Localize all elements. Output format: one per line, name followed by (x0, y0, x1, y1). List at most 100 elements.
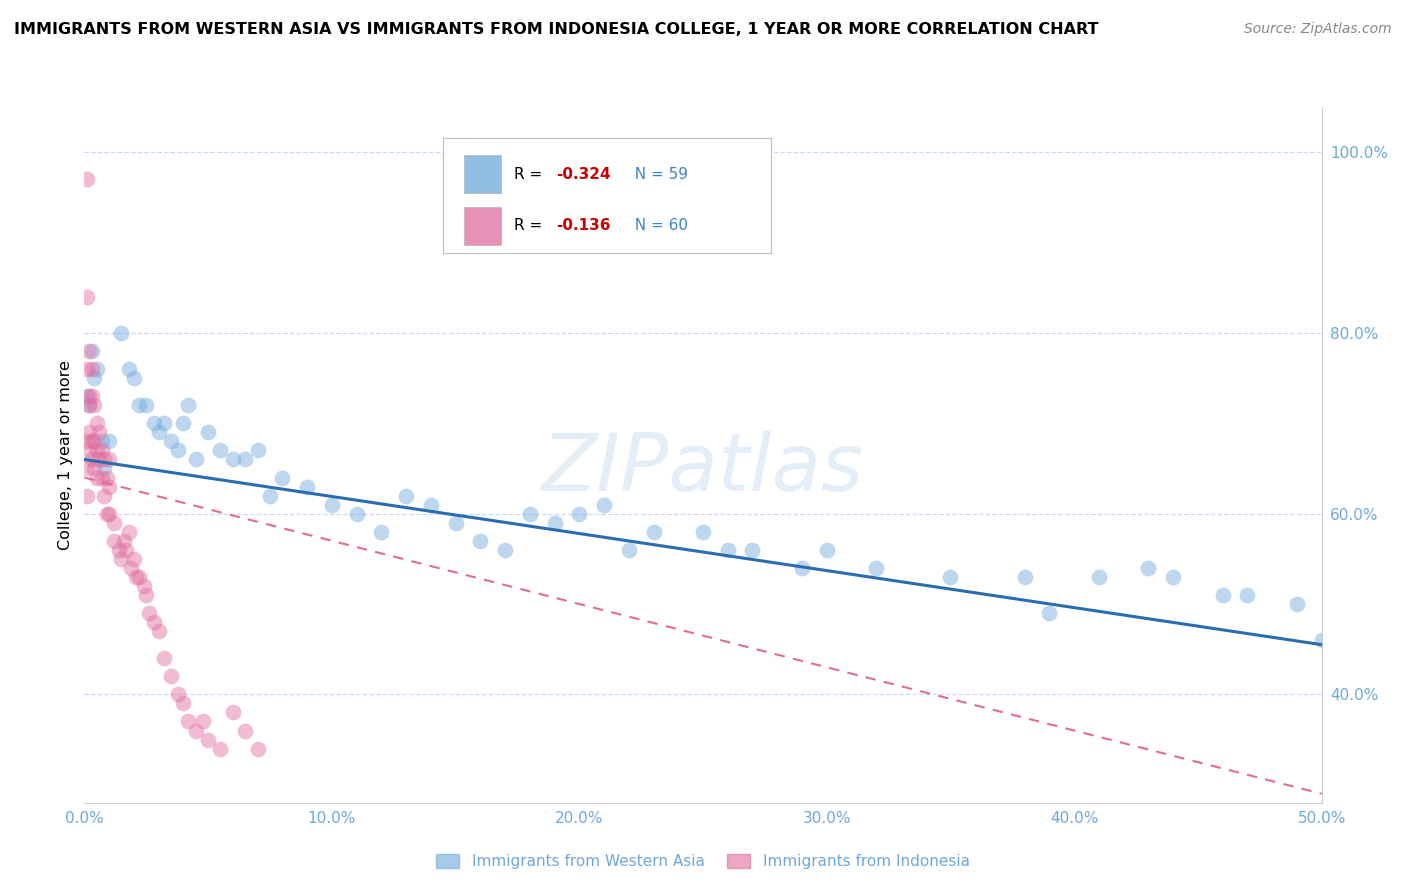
Point (259, 489, 281, 503)
Point (76, 489, 98, 503)
Point (790, 561, 813, 575)
Point (184, 452, 207, 467)
Point (90, 434, 112, 449)
Point (76, 434, 98, 449)
Point (80, 452, 103, 467)
Text: R =: R = (513, 167, 547, 182)
Point (370, 524, 392, 539)
Point (815, 542, 838, 557)
Text: N = 59: N = 59 (626, 167, 688, 182)
Point (321, 498, 343, 512)
Point (172, 697, 194, 711)
Point (90, 470, 112, 484)
Point (86, 443, 108, 458)
Point (89, 425, 111, 440)
Point (110, 551, 132, 566)
Point (167, 443, 190, 458)
Point (470, 533, 492, 548)
Point (177, 714, 200, 729)
Point (83, 371, 105, 385)
Point (1310, 633, 1333, 648)
Point (135, 398, 157, 412)
Point (184, 723, 207, 738)
Point (865, 561, 887, 575)
Point (112, 533, 135, 548)
Point (93, 461, 115, 475)
Point (1236, 588, 1258, 602)
Point (80, 362, 103, 376)
Point (643, 524, 665, 539)
Point (125, 570, 148, 584)
FancyBboxPatch shape (443, 138, 770, 253)
Point (717, 542, 740, 557)
Point (80, 434, 103, 449)
Legend: Immigrants from Western Asia, Immigrants from Indonesia: Immigrants from Western Asia, Immigrants… (430, 848, 976, 875)
Point (233, 452, 256, 467)
Point (142, 615, 165, 629)
Point (118, 524, 141, 539)
Point (177, 398, 200, 412)
Point (152, 417, 174, 431)
Point (128, 398, 150, 412)
Point (1088, 570, 1111, 584)
Point (543, 516, 565, 530)
Point (90, 443, 112, 458)
Point (79, 344, 101, 359)
Point (197, 732, 219, 747)
Point (120, 561, 142, 575)
Point (86, 417, 108, 431)
Point (79, 398, 101, 412)
Bar (464, 155, 502, 194)
Point (128, 570, 150, 584)
Point (79, 425, 101, 440)
Point (1137, 561, 1160, 575)
Point (419, 498, 441, 512)
Point (1212, 588, 1234, 602)
Point (76, 172, 98, 186)
Point (246, 443, 269, 458)
Point (142, 417, 165, 431)
Point (80, 389, 103, 403)
Point (98, 479, 121, 493)
Point (939, 570, 962, 584)
Point (98, 452, 121, 467)
Text: -0.136: -0.136 (555, 219, 610, 234)
Point (197, 425, 219, 440)
Point (271, 470, 294, 484)
Point (1285, 597, 1308, 611)
Point (444, 516, 467, 530)
Point (79, 443, 101, 458)
Point (83, 461, 105, 475)
Point (132, 579, 155, 593)
Point (148, 624, 170, 639)
Point (83, 398, 105, 412)
Point (172, 417, 194, 431)
Point (593, 498, 616, 512)
Text: R =: R = (513, 219, 547, 234)
Point (138, 606, 160, 620)
Point (96, 470, 118, 484)
Point (160, 434, 183, 449)
Point (103, 516, 125, 530)
Text: IMMIGRANTS FROM WESTERN ASIA VS IMMIGRANTS FROM INDONESIA COLLEGE, 1 YEAR OR MOR: IMMIGRANTS FROM WESTERN ASIA VS IMMIGRAN… (14, 22, 1098, 37)
Point (103, 533, 125, 548)
Point (395, 489, 418, 503)
Point (86, 362, 108, 376)
Bar (464, 207, 502, 245)
Point (80, 344, 103, 359)
Point (617, 542, 640, 557)
Point (222, 452, 245, 467)
Point (76, 290, 98, 304)
Point (96, 507, 118, 521)
Point (191, 714, 214, 729)
Point (89, 452, 111, 467)
Point (93, 489, 115, 503)
Point (98, 507, 121, 521)
Point (76, 461, 98, 475)
Point (110, 326, 132, 340)
Point (295, 479, 318, 493)
Point (148, 425, 170, 440)
Point (83, 434, 105, 449)
Point (494, 542, 516, 557)
Point (122, 551, 145, 566)
